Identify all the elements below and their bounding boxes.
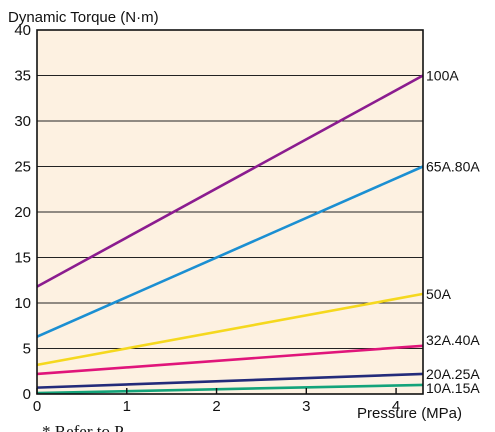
series-line-50A xyxy=(36,292,424,367)
x-tick-label: 2 xyxy=(212,398,220,415)
y-tick-label: 0 xyxy=(23,386,31,403)
y-tick-label: 40 xyxy=(14,22,31,39)
footnote: * Refer to P. xyxy=(42,422,126,432)
series-label: 20A.25A xyxy=(426,366,480,382)
series-line-20A.25A xyxy=(36,372,424,389)
series-line-65A.80A xyxy=(36,165,424,338)
y-tick-label: 35 xyxy=(14,68,31,85)
series-label: 65A.80A xyxy=(426,159,480,175)
y-tick-label: 20 xyxy=(14,204,31,221)
series-line-10A.15A xyxy=(36,383,424,395)
x-axis-label: Pressure (MPa) xyxy=(357,405,462,422)
series-label: 10A.15A xyxy=(426,380,480,396)
x-tick-label: 4 xyxy=(392,398,400,415)
y-tick-label: 30 xyxy=(14,113,31,130)
series-label: 100A xyxy=(426,68,459,84)
gridlines xyxy=(37,74,423,350)
plot-frame xyxy=(36,29,424,395)
series-line-100A xyxy=(36,74,424,288)
x-tick-label: 3 xyxy=(302,398,310,415)
x-tick-label: 0 xyxy=(33,398,41,415)
y-tick-label: 10 xyxy=(14,295,31,312)
series-lines xyxy=(36,74,424,395)
series-line-32A.40A xyxy=(36,344,424,376)
axis-ticks: 0 5 10 15 20 25 30 35 40 0 1 2 3 4 xyxy=(14,22,400,415)
y-tick-label: 5 xyxy=(23,341,31,358)
y-axis-label: Dynamic Torque (N·m) xyxy=(8,9,159,26)
series-label: 50A xyxy=(426,286,452,302)
y-tick-label: 15 xyxy=(14,250,31,267)
x-tick-label: 1 xyxy=(123,398,131,415)
series-label: 32A.40A xyxy=(426,332,480,348)
y-tick-label: 25 xyxy=(14,159,31,176)
